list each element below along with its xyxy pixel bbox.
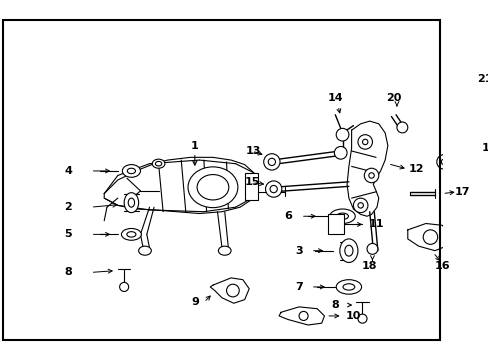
Circle shape [396,122,407,133]
Ellipse shape [197,175,228,200]
Circle shape [357,135,372,149]
Ellipse shape [342,284,354,290]
Text: 13: 13 [245,146,261,156]
Text: 8: 8 [331,300,339,310]
Ellipse shape [139,246,151,255]
Ellipse shape [128,198,134,207]
Circle shape [226,284,239,297]
Ellipse shape [127,168,135,174]
Circle shape [265,181,281,197]
Circle shape [299,311,307,320]
Circle shape [422,230,437,244]
Text: 11: 11 [367,219,383,229]
Ellipse shape [339,239,357,262]
Text: 17: 17 [453,187,469,197]
Ellipse shape [188,167,237,208]
Text: 10: 10 [345,311,360,321]
Ellipse shape [152,159,164,168]
Polygon shape [279,307,324,325]
Ellipse shape [155,161,162,166]
Circle shape [475,98,488,117]
Polygon shape [104,157,258,213]
Circle shape [263,154,280,170]
Ellipse shape [329,209,354,224]
Ellipse shape [124,193,139,213]
Ellipse shape [336,280,361,294]
Text: 21: 21 [476,73,488,84]
Circle shape [364,168,378,183]
Text: 16: 16 [433,261,449,271]
Ellipse shape [336,213,348,220]
Circle shape [269,185,277,193]
Ellipse shape [126,231,136,237]
Circle shape [357,203,363,208]
Circle shape [366,243,377,254]
Circle shape [441,159,446,165]
Circle shape [357,314,366,323]
Circle shape [368,173,373,178]
Ellipse shape [218,246,231,255]
Text: 19: 19 [481,143,488,153]
Text: 5: 5 [64,229,72,239]
Text: 6: 6 [284,211,291,221]
Circle shape [362,139,367,145]
Polygon shape [407,224,450,251]
Polygon shape [346,121,387,216]
Bar [244,173,258,200]
Text: 4: 4 [64,166,72,176]
Text: 1: 1 [191,141,198,152]
Circle shape [473,147,486,159]
Circle shape [479,103,488,112]
Circle shape [334,147,346,159]
Circle shape [436,155,450,169]
Text: 15: 15 [244,177,259,187]
Text: 20: 20 [386,94,401,103]
Text: 7: 7 [295,282,302,292]
Ellipse shape [344,245,352,256]
Ellipse shape [122,165,140,177]
Text: 3: 3 [295,246,302,256]
Text: 2: 2 [64,202,72,212]
Circle shape [120,282,128,292]
Ellipse shape [121,229,141,240]
Polygon shape [210,278,249,303]
Text: 18: 18 [361,261,377,271]
Text: 9: 9 [190,297,198,307]
Text: 14: 14 [327,94,343,103]
Text: 12: 12 [408,164,424,174]
Circle shape [336,129,348,141]
Text: 8: 8 [64,267,72,278]
Circle shape [353,198,367,213]
Circle shape [268,158,275,166]
Bar [327,215,344,234]
